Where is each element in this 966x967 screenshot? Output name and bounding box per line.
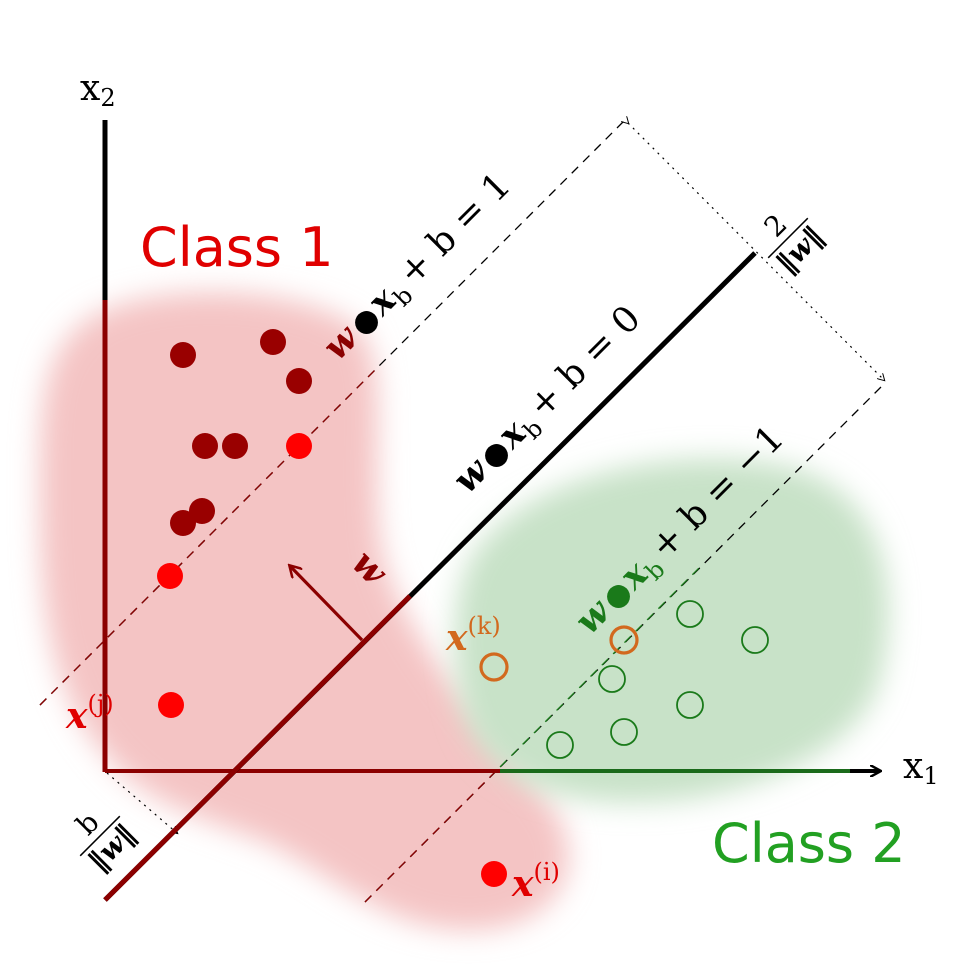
lower-margin-line <box>364 382 886 903</box>
x2-axis-label: x2 <box>80 68 116 112</box>
xj-label: x(j) <box>65 690 114 737</box>
svg-text:w●xb+ b = 1: w●xb+ b = 1 <box>315 164 523 372</box>
xk-label: x(k) <box>445 612 501 659</box>
xi-label: x(i) <box>511 858 560 905</box>
class2-point <box>676 600 704 628</box>
class1-point <box>192 433 218 459</box>
class1-label: Class 1 <box>140 216 334 279</box>
margin-fraction: 2 ‖w‖ <box>758 208 830 280</box>
upper-margin-line <box>39 119 626 706</box>
class1-support-point <box>157 563 183 589</box>
offset-fraction: b ‖w‖ <box>70 806 142 878</box>
class2-label: Class 2 <box>712 812 906 875</box>
class2-points <box>546 600 769 759</box>
class1-point-xi <box>481 861 507 887</box>
class1-point <box>222 433 248 459</box>
class2-point <box>546 731 574 759</box>
normal-vector-arrow <box>290 566 364 642</box>
class2-point <box>598 665 626 693</box>
upper-margin-equation: w●xb+ b = 1 <box>315 164 523 372</box>
class2-point <box>676 691 704 719</box>
decision-boundary-red <box>103 594 412 902</box>
class1-point <box>286 368 312 394</box>
point-xk <box>479 652 509 682</box>
class2-region <box>455 458 889 803</box>
class2-point <box>741 626 769 654</box>
class2-support-point <box>609 625 639 655</box>
x1-axis-label: x1 <box>903 746 939 790</box>
margin-width-arrow <box>628 123 884 380</box>
class1-points <box>157 329 507 887</box>
offset-arrow <box>106 772 177 833</box>
class1-support-point <box>286 433 312 459</box>
class1-point <box>170 342 196 368</box>
class2-point <box>610 718 638 746</box>
class1-point-xj <box>158 692 184 718</box>
class1-point <box>170 510 196 536</box>
class1-point <box>260 329 286 355</box>
class1-point <box>189 498 215 524</box>
